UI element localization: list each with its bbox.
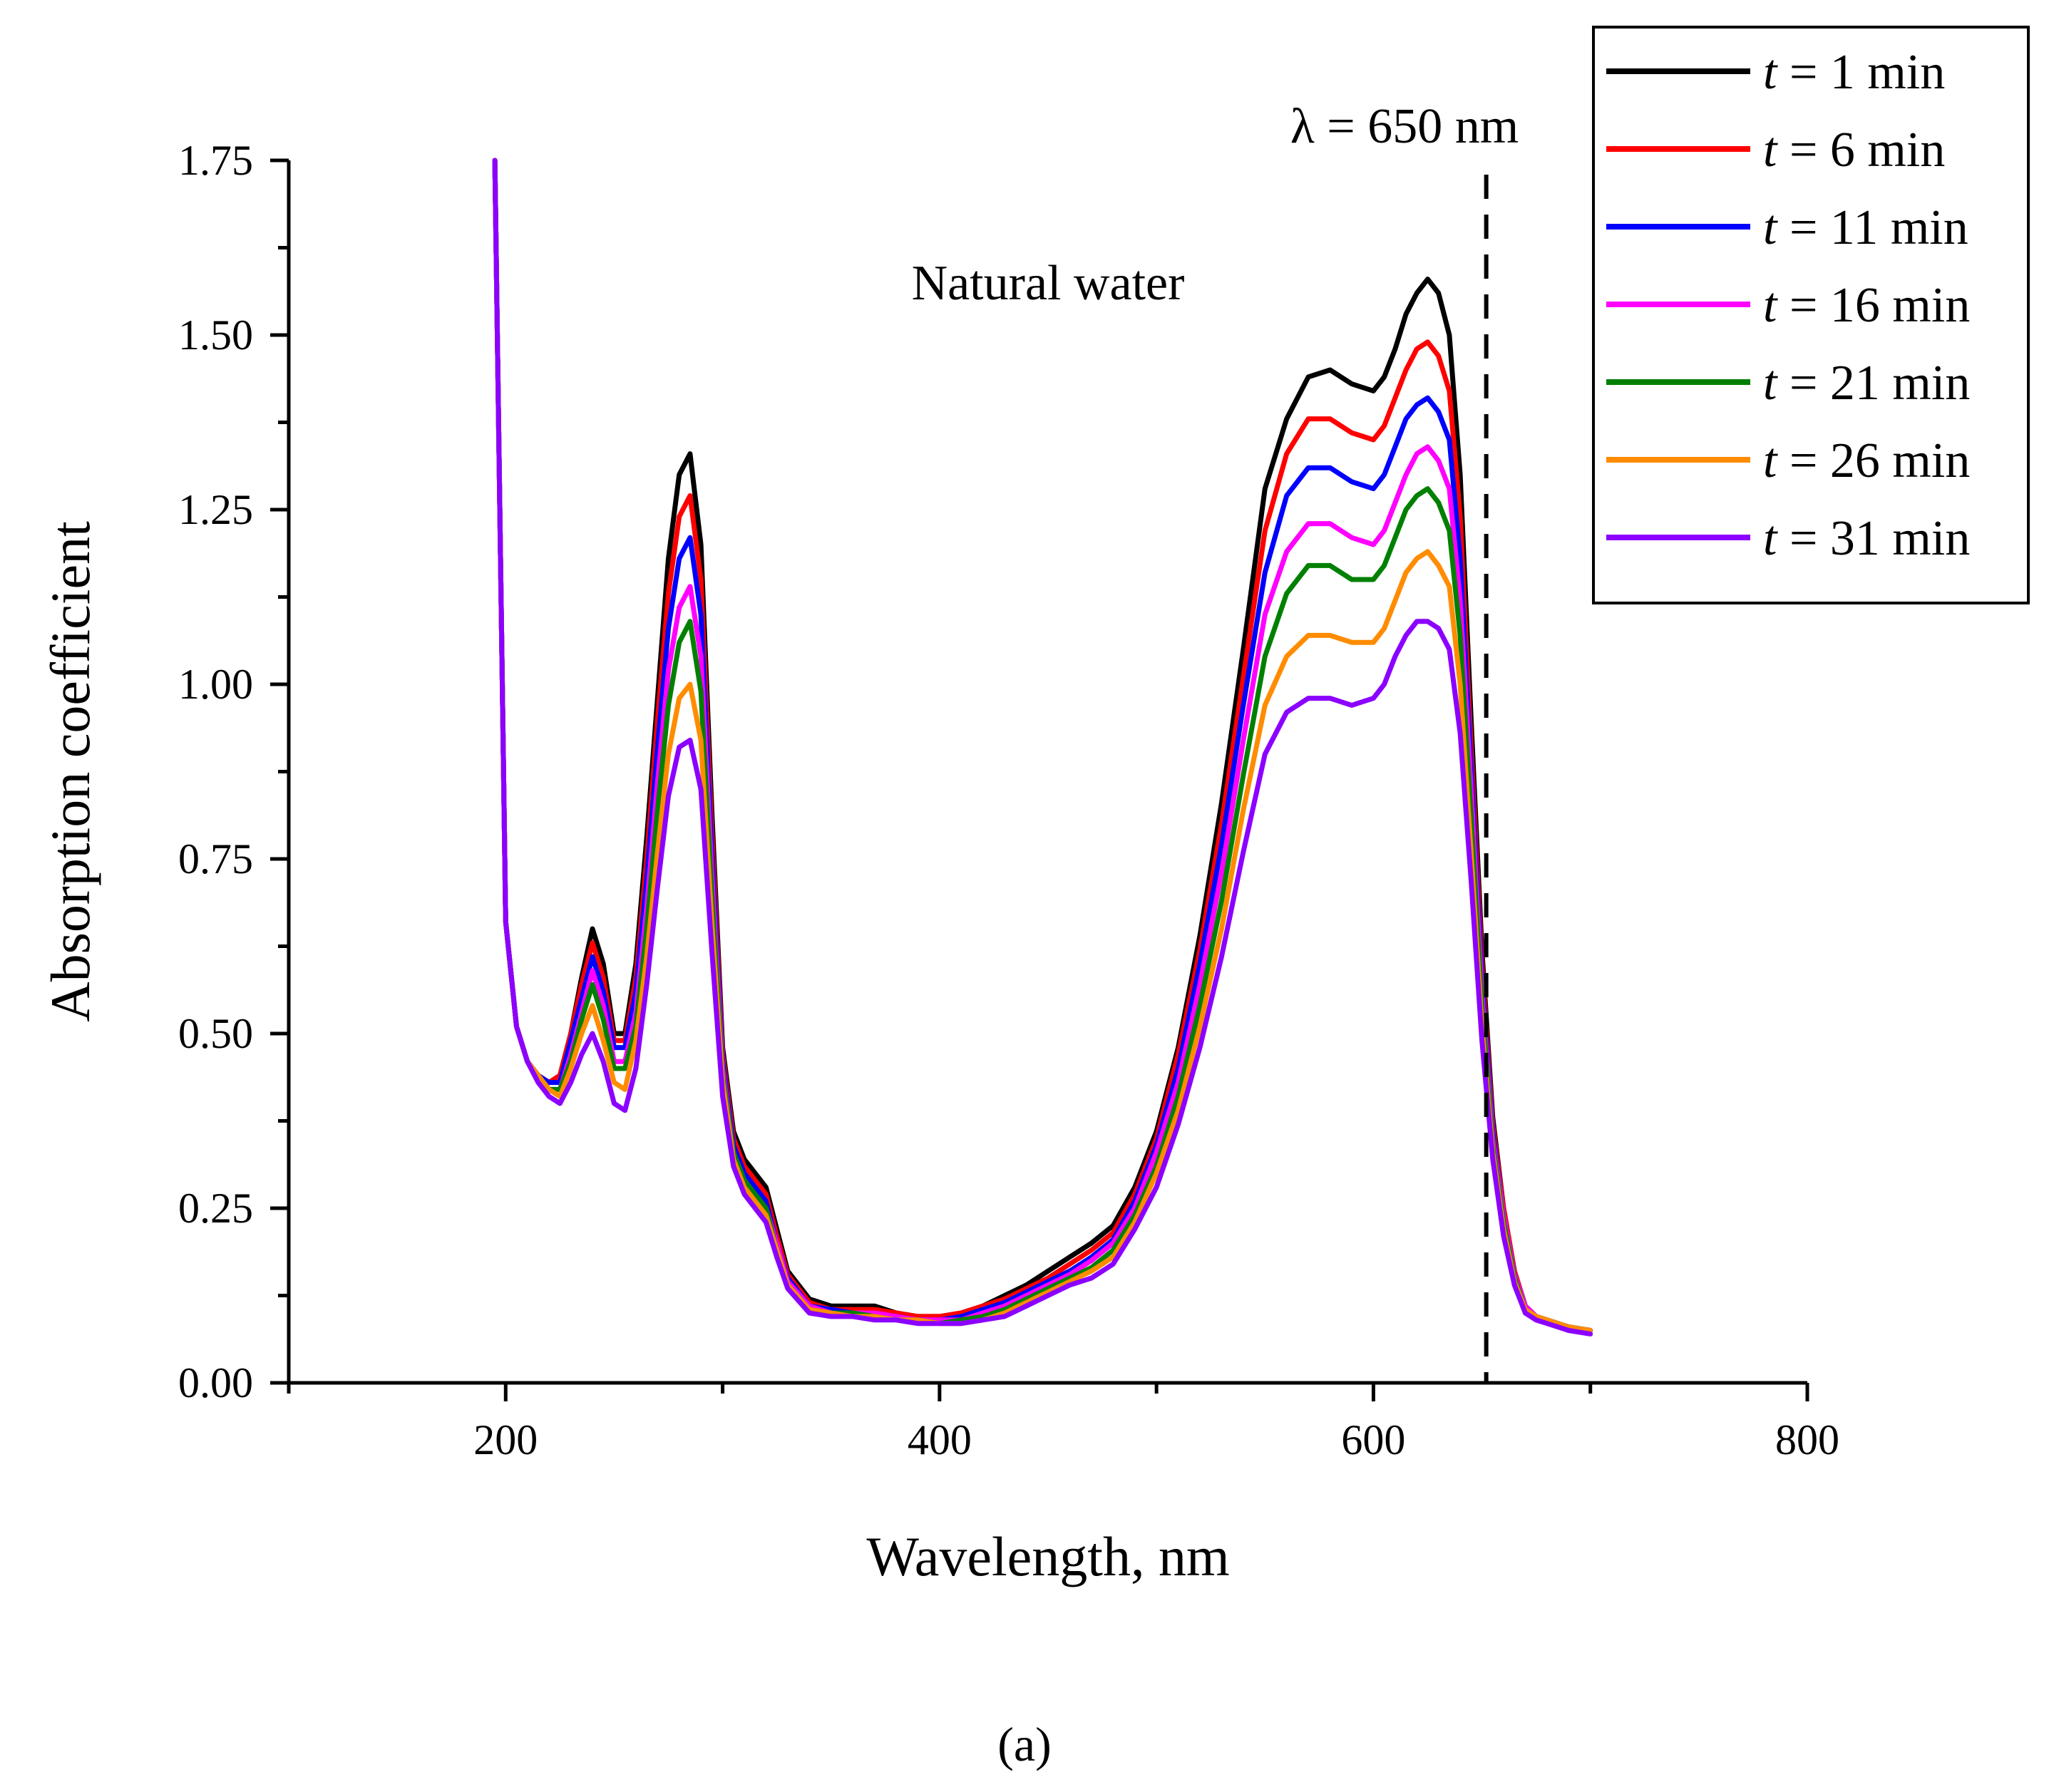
series-line (492, 158, 1593, 1333)
x-tick-label: 800 (1775, 1416, 1839, 1463)
y-tick-label: 0.00 (178, 1359, 253, 1406)
legend: t = 1 min t = 6 min t = 11 min t = 16 min t … (1592, 26, 2030, 604)
series-line (492, 158, 1593, 1333)
x-tick-label: 600 (1341, 1416, 1405, 1463)
y-ticks: 0.00 0.25 0.50 0.75 1.00 1.25 1.50 1.75 (178, 137, 289, 1406)
series-line (492, 158, 1593, 1333)
axes-layer: 200 400 600 800 0.00 0.25 0.50 0.75 1.00 1.25 1.5… (178, 137, 1839, 1463)
series-layer (492, 158, 1593, 1337)
y-tick-label: 0.50 (178, 1010, 253, 1057)
series-line (492, 158, 1593, 1337)
x-ticks: 200 400 600 800 (287, 1383, 1839, 1463)
y-tick-label: 1.75 (178, 137, 253, 184)
y-axis-title: Absorption coefficient (39, 521, 101, 1022)
legend-label: t = 1 min (1763, 45, 1945, 100)
x-axis-title: Wavelength, nm (866, 1525, 1229, 1587)
wavelength-marker-label: λ = 650 nm (1290, 99, 1519, 154)
y-tick-label: 0.75 (178, 835, 253, 882)
y-tick-label: 1.50 (178, 311, 253, 359)
legend-box (1592, 26, 2030, 604)
legend-label: t = 16 min (1763, 278, 1970, 333)
legend-label: t = 31 min (1763, 511, 1970, 566)
y-tick-label: 1.00 (178, 661, 253, 708)
x-tick-label: 200 (473, 1416, 538, 1463)
y-tick-label: 0.25 (178, 1185, 253, 1232)
panel-label: (a) (997, 1717, 1051, 1771)
legend-label: t = 6 min (1763, 123, 1945, 177)
x-tick-label: 400 (908, 1416, 972, 1463)
y-tick-label: 1.25 (178, 486, 253, 533)
legend-label: t = 26 min (1763, 433, 1970, 488)
legend-label: t = 21 min (1763, 356, 1970, 411)
legend-label: t = 11 min (1763, 200, 1968, 255)
sample-annotation: Natural water (912, 256, 1185, 311)
